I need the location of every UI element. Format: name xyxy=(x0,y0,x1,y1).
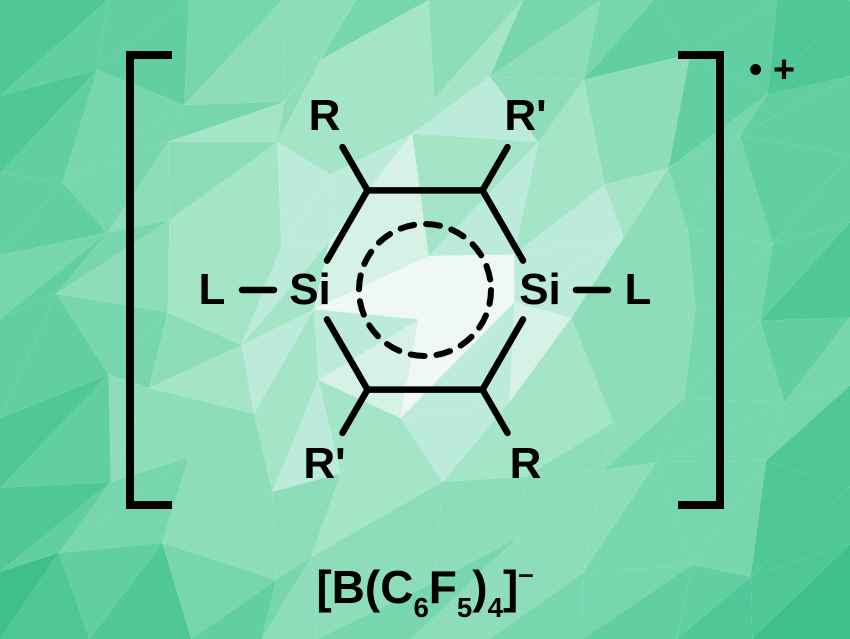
counterion-formula: [B(C6F5)4]– xyxy=(316,560,533,620)
ligand-right: L xyxy=(625,268,652,312)
chemical-structure xyxy=(0,0,850,639)
substituent-top-right: R' xyxy=(504,94,546,138)
ring-atom-si-left: Si xyxy=(289,268,331,312)
radical-cation-charge: • + xyxy=(749,51,795,89)
substituent-bottom-left: R' xyxy=(303,442,345,486)
figure-root: R R' R R' Si Si L L • + [B(C6F5)4]– xyxy=(0,0,850,639)
substituent-top-left: R xyxy=(309,94,341,138)
ligand-left: L xyxy=(199,268,226,312)
substituent-bottom-right: R xyxy=(510,442,542,486)
ring-atom-si-right: Si xyxy=(519,268,561,312)
